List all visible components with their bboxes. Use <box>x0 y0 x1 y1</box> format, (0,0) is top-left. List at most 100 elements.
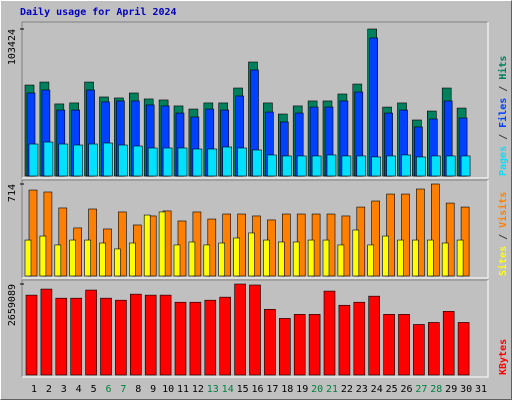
bar <box>413 324 425 376</box>
x-tick-label: 6 <box>105 384 111 395</box>
bar <box>143 214 151 277</box>
bar <box>24 239 32 277</box>
x-tick-label: 7 <box>120 384 126 395</box>
x-tick-label: 18 <box>281 384 293 395</box>
bar <box>237 147 247 177</box>
bar <box>412 239 419 277</box>
x-tick-label: 8 <box>135 384 141 395</box>
bar <box>369 37 379 177</box>
bar <box>416 156 426 177</box>
legend-entry: Hits <box>497 56 509 80</box>
x-tick-label: 12 <box>192 384 204 395</box>
legend-entry: Visits <box>497 192 509 228</box>
bar <box>368 295 381 376</box>
bar <box>69 239 76 277</box>
x-tick-label: 15 <box>237 384 249 395</box>
bar <box>323 290 336 376</box>
x-tick-label: 28 <box>430 384 442 395</box>
bar <box>103 142 113 177</box>
bar <box>278 318 291 376</box>
bar <box>100 297 112 376</box>
x-tick-label: 20 <box>311 384 323 395</box>
x-tick-label: 26 <box>400 384 412 395</box>
bar <box>58 143 69 177</box>
bar <box>28 143 39 177</box>
legend: KBytes <box>498 339 509 375</box>
bar <box>162 147 173 177</box>
bar <box>430 183 440 277</box>
bar <box>383 314 395 376</box>
bar <box>341 155 352 177</box>
bar <box>456 239 464 277</box>
bar <box>222 146 232 177</box>
bar <box>252 149 262 177</box>
bar <box>386 155 396 177</box>
bar <box>337 244 345 277</box>
bar <box>457 322 470 376</box>
panel-edge <box>22 180 489 279</box>
chart-title: Daily usage for April 2024 <box>20 6 177 18</box>
y-tick-label: 714 <box>7 184 18 202</box>
legend: Sites / Visits <box>497 192 509 276</box>
bar <box>70 297 82 376</box>
bar <box>189 301 202 376</box>
bar <box>55 297 68 376</box>
bar <box>427 322 440 376</box>
bar <box>118 211 127 277</box>
panel-edge <box>22 280 489 378</box>
bar <box>371 156 382 177</box>
bar <box>293 314 306 376</box>
x-tick-label: 16 <box>251 384 263 395</box>
x-tick-label: 30 <box>460 384 472 395</box>
bar <box>99 242 106 277</box>
bar <box>58 207 68 277</box>
x-tick-label: 11 <box>177 384 189 395</box>
x-tick-label: 31 <box>475 384 487 395</box>
x-tick-label: 10 <box>162 384 174 395</box>
x-tick-label: 23 <box>356 384 368 395</box>
bar <box>218 242 225 277</box>
bar <box>397 239 404 277</box>
bar <box>401 154 411 177</box>
bar <box>144 294 157 376</box>
legend-separator: / <box>498 80 509 98</box>
y-tick-label: 103424 <box>7 29 18 65</box>
bar <box>277 241 285 277</box>
bar <box>307 239 315 277</box>
bar <box>207 148 218 177</box>
bar <box>441 242 449 277</box>
bar <box>130 293 142 376</box>
bar <box>147 147 158 177</box>
bar <box>445 155 456 177</box>
bar <box>204 299 217 376</box>
bar <box>311 155 322 177</box>
bar <box>233 237 240 277</box>
x-tick-label: 21 <box>326 384 338 395</box>
bar <box>85 289 97 376</box>
bar <box>371 200 381 277</box>
bar <box>356 155 367 177</box>
x-tick-label: 27 <box>415 384 427 395</box>
bar <box>188 241 196 277</box>
bar <box>159 294 172 376</box>
bar <box>442 311 455 376</box>
bar <box>352 229 360 277</box>
bar <box>281 155 292 177</box>
bar <box>264 308 276 376</box>
legend-separator: / <box>498 228 509 246</box>
legend-entry: Pages <box>498 146 509 176</box>
bar <box>322 239 330 277</box>
bar <box>296 155 307 177</box>
legend-entry: KBytes <box>498 339 509 375</box>
bar <box>158 211 166 277</box>
bar <box>115 299 127 376</box>
x-tick-label: 24 <box>371 384 383 395</box>
bar <box>219 296 231 376</box>
bar <box>398 314 410 376</box>
bar <box>292 241 300 277</box>
x-tick-label: 29 <box>445 384 457 395</box>
bar <box>73 144 83 177</box>
x-tick-label: 22 <box>341 384 353 395</box>
bar <box>192 148 203 177</box>
x-tick-label: 25 <box>386 384 398 395</box>
